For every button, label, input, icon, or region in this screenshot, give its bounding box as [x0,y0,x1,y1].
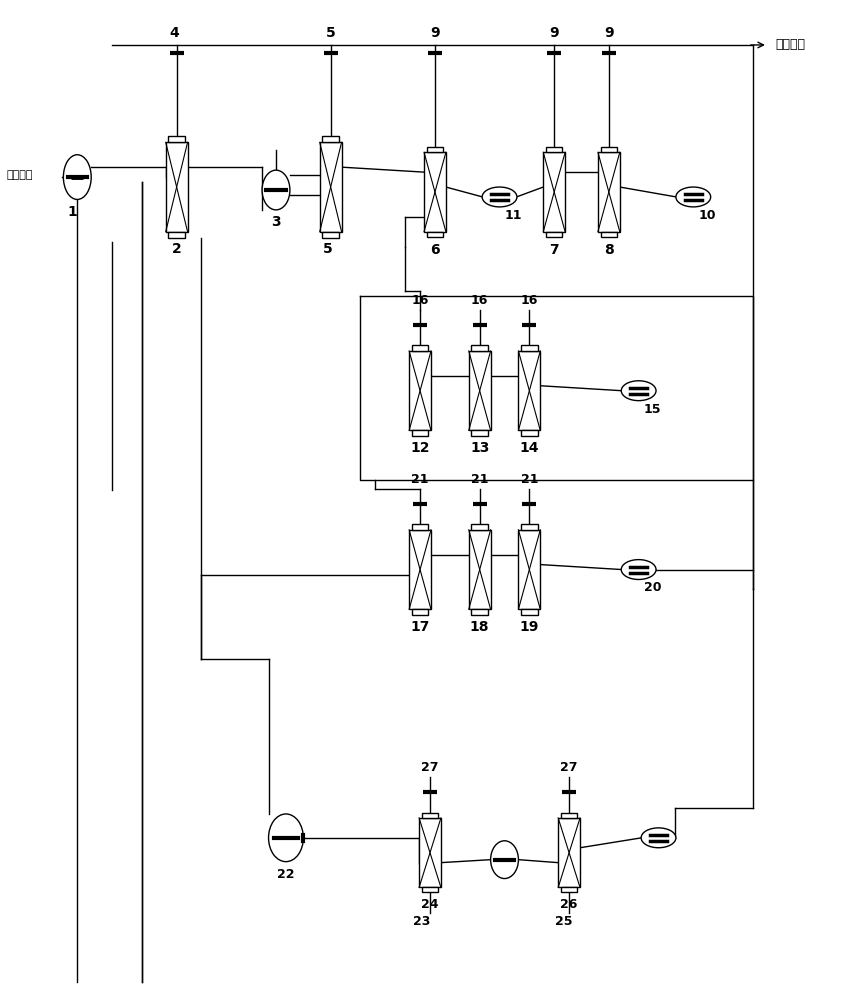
Bar [521,345,537,351]
Bar [472,345,488,351]
Text: 9: 9 [604,26,614,40]
Ellipse shape [641,828,676,848]
Ellipse shape [676,187,710,207]
Bar [601,147,617,152]
Bar [323,136,339,142]
Text: 21: 21 [471,473,488,486]
Text: 4: 4 [170,26,180,40]
Text: 24: 24 [421,898,439,911]
Text: 16: 16 [471,294,488,307]
Text: 17: 17 [411,620,430,634]
Text: 19: 19 [520,620,539,634]
Bar [468,351,491,430]
Bar [468,530,491,609]
Text: 11: 11 [505,209,522,222]
Bar [412,430,428,436]
Text: 21: 21 [521,473,538,486]
Text: 7: 7 [549,243,559,257]
Text: 22: 22 [277,868,294,881]
Text: 尾气处理: 尾气处理 [776,38,806,51]
Text: 15: 15 [644,403,661,416]
Ellipse shape [622,560,656,579]
Text: 23: 23 [413,915,430,928]
Text: 27: 27 [561,761,578,774]
Text: 12: 12 [411,441,430,455]
Bar [543,152,565,232]
Bar [518,530,541,609]
Ellipse shape [491,841,518,879]
Text: 8: 8 [604,243,614,257]
Bar [521,609,537,615]
Bar [409,530,431,609]
Bar [521,430,537,436]
Bar [427,147,443,152]
Text: 2: 2 [172,242,182,256]
Text: 5: 5 [325,26,336,40]
Bar [472,609,488,615]
Bar [412,609,428,615]
Text: 1: 1 [67,205,77,219]
Text: 13: 13 [470,441,489,455]
Text: 9: 9 [430,26,440,40]
Bar [169,136,185,142]
Text: 18: 18 [470,620,489,634]
Bar [472,524,488,530]
Bar [409,351,431,430]
Text: 27: 27 [421,761,439,774]
Text: 25: 25 [555,915,573,928]
Bar [601,232,617,237]
Bar [412,345,428,351]
Text: 6: 6 [430,243,440,257]
Text: 3: 3 [271,215,281,229]
Text: 物料进口: 物料进口 [7,170,34,180]
Bar [521,524,537,530]
Bar [419,818,441,887]
Bar [169,232,185,238]
Bar [558,818,580,887]
Bar [472,430,488,436]
Ellipse shape [262,170,290,210]
Text: 16: 16 [521,294,538,307]
Bar [165,142,188,232]
Bar [518,351,541,430]
Text: 21: 21 [412,473,429,486]
Bar [412,524,428,530]
Bar [424,152,446,232]
Bar [323,232,339,238]
Bar [422,887,438,892]
Text: 10: 10 [698,209,715,222]
Text: 5: 5 [324,242,338,256]
Text: 20: 20 [644,581,661,594]
Bar [427,232,443,237]
Ellipse shape [64,155,91,199]
Ellipse shape [622,381,656,401]
Text: 9: 9 [549,26,559,40]
Bar [546,147,562,152]
Bar [319,142,342,232]
Bar [561,813,577,818]
Bar [422,813,438,818]
Ellipse shape [482,187,517,207]
Bar [598,152,620,232]
Ellipse shape [269,814,303,862]
Bar [546,232,562,237]
Text: 16: 16 [412,294,429,307]
Text: 26: 26 [561,898,578,911]
Bar [561,887,577,892]
Text: 14: 14 [519,441,539,455]
